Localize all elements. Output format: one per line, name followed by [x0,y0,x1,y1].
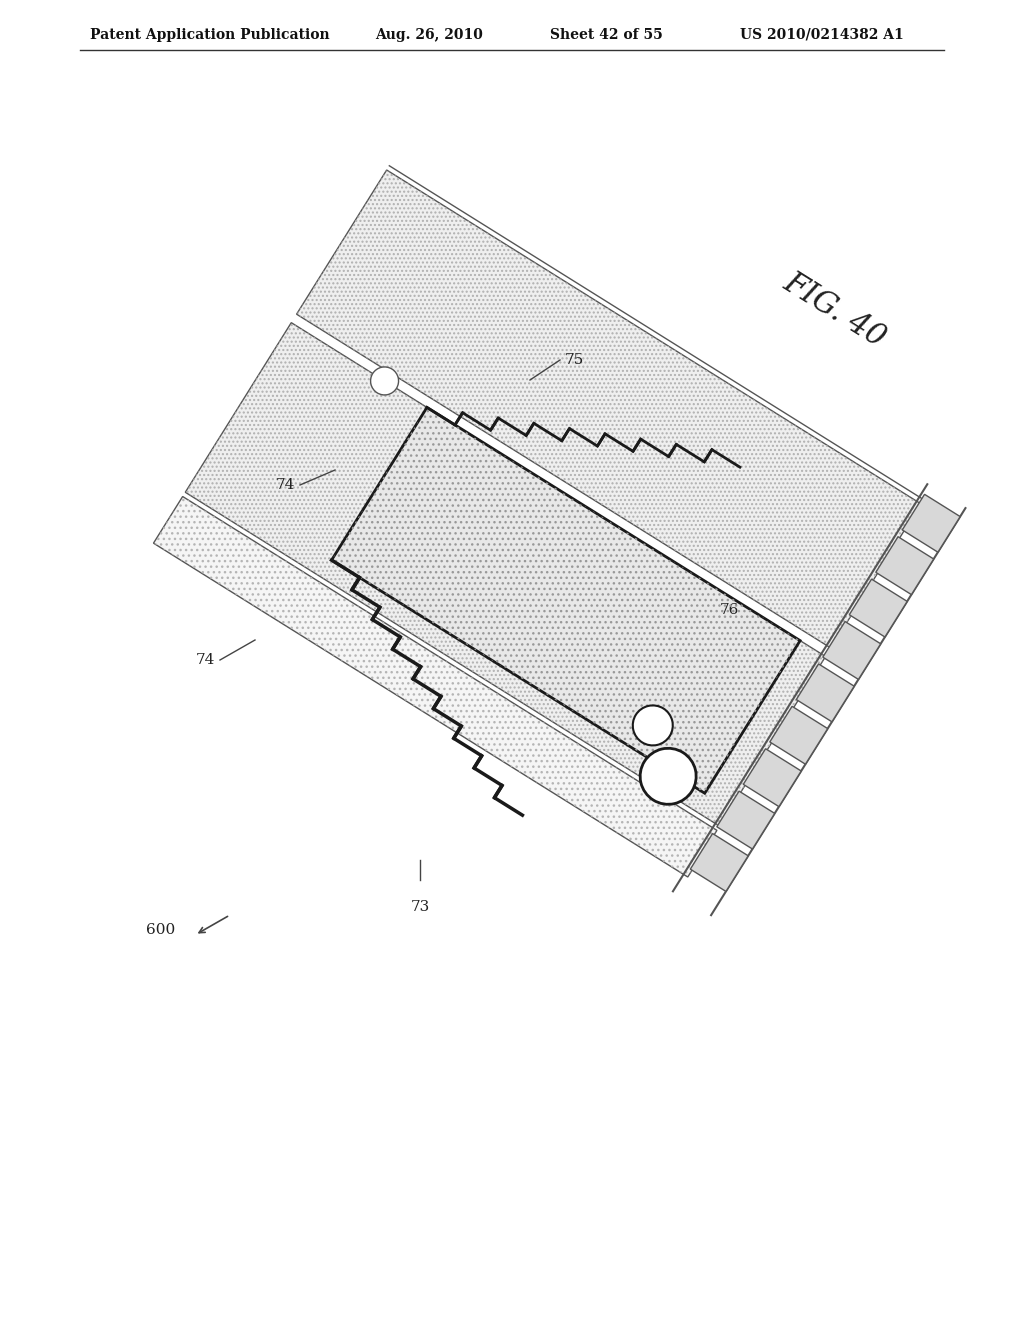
Text: 74: 74 [196,653,215,667]
FancyBboxPatch shape [743,748,801,807]
FancyBboxPatch shape [770,706,827,764]
Text: 600: 600 [145,923,175,937]
FancyBboxPatch shape [690,833,749,891]
Circle shape [640,748,696,804]
Polygon shape [185,322,825,826]
Polygon shape [332,408,800,793]
Text: 76: 76 [720,603,739,616]
Text: Sheet 42 of 55: Sheet 42 of 55 [550,28,663,42]
Text: 75: 75 [565,352,585,367]
FancyBboxPatch shape [797,664,854,722]
Circle shape [633,705,673,746]
Text: FIG. 40: FIG. 40 [778,267,892,354]
FancyBboxPatch shape [717,791,775,849]
Text: 74: 74 [275,478,295,492]
Polygon shape [297,170,921,648]
FancyBboxPatch shape [823,622,881,680]
FancyBboxPatch shape [849,579,907,638]
FancyBboxPatch shape [876,537,934,594]
Text: Patent Application Publication: Patent Application Publication [90,28,330,42]
Text: 73: 73 [411,900,430,913]
FancyBboxPatch shape [902,494,961,552]
Polygon shape [154,496,717,876]
Circle shape [371,367,398,395]
Text: US 2010/0214382 A1: US 2010/0214382 A1 [740,28,904,42]
Text: Aug. 26, 2010: Aug. 26, 2010 [375,28,483,42]
